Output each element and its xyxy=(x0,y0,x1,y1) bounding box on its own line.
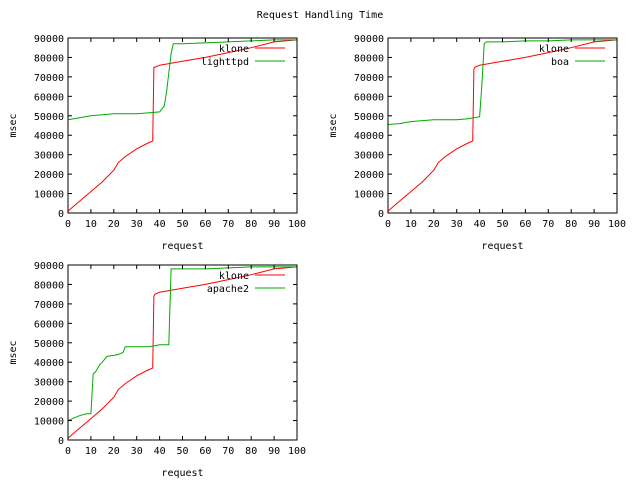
x-tick-label: 80 xyxy=(245,446,257,457)
x-tick-label: 20 xyxy=(108,446,120,457)
x-tick-label: 70 xyxy=(222,446,234,457)
x-tick-label: 0 xyxy=(65,446,71,457)
legend-label-klone: klone xyxy=(219,271,249,282)
y-tick-label: 70000 xyxy=(354,73,384,84)
y-tick-label: 50000 xyxy=(34,112,64,123)
y-tick-label: 20000 xyxy=(34,170,64,181)
y-tick-label: 60000 xyxy=(34,319,64,330)
y-axis-label: msec xyxy=(8,113,19,137)
legend-label-boa: boa xyxy=(551,57,569,68)
legend-label-klone: klone xyxy=(219,44,249,55)
x-tick-label: 30 xyxy=(131,219,143,230)
x-tick-label: 100 xyxy=(608,219,626,230)
x-tick-label: 40 xyxy=(474,219,486,230)
y-tick-label: 90000 xyxy=(34,34,64,45)
x-tick-label: 50 xyxy=(496,219,508,230)
chart-panel-3: 0 10 20 30 40 50 60 70 80 90 100 0 10000 20000 30000 40… xyxy=(8,261,306,479)
x-tick-label: 40 xyxy=(154,446,166,457)
chart-panel-1: 0 10 20 30 40 50 60 70 80 90 100 0 10000 20000 30000 40… xyxy=(8,34,306,252)
series-line-klone xyxy=(67,266,298,439)
series-line-apache2 xyxy=(67,266,297,422)
y-tick-label: 60000 xyxy=(34,92,64,103)
y-tick-label: 10000 xyxy=(34,190,64,201)
x-tick-label: 0 xyxy=(385,219,391,230)
y-tick-label: 10000 xyxy=(354,190,384,201)
y-tick-label: 10000 xyxy=(34,417,64,428)
y-tick-label: 40000 xyxy=(34,358,64,369)
x-tick-label: 70 xyxy=(222,219,234,230)
y-tick-label: 40000 xyxy=(354,131,384,142)
x-tick-label: 10 xyxy=(85,219,97,230)
y-tick-label: 80000 xyxy=(34,280,64,291)
y-tick-label: 80000 xyxy=(354,53,384,64)
series-line-klone xyxy=(387,39,618,212)
y-tick-label: 40000 xyxy=(34,131,64,142)
figure-title: Request Handling Time xyxy=(257,10,383,21)
y-tick-label: 20000 xyxy=(354,170,384,181)
x-tick-label: 20 xyxy=(428,219,440,230)
series-line-boa xyxy=(387,39,617,125)
x-axis-label: request xyxy=(161,241,203,252)
legend-label-lighttpd: lighttpd xyxy=(201,57,249,68)
y-tick-label: 50000 xyxy=(34,339,64,350)
x-tick-label: 90 xyxy=(588,219,600,230)
plot-frame xyxy=(67,37,298,214)
x-tick-label: 80 xyxy=(245,219,257,230)
x-axis-label: request xyxy=(481,241,523,252)
y-tick-label: 60000 xyxy=(354,92,384,103)
y-tick-label: 30000 xyxy=(34,151,64,162)
x-tick-label: 100 xyxy=(288,219,306,230)
y-tick-label: 30000 xyxy=(354,151,384,162)
y-tick-label: 90000 xyxy=(354,34,384,45)
x-tick-label: 100 xyxy=(288,446,306,457)
x-tick-label: 60 xyxy=(199,219,211,230)
x-tick-label: 50 xyxy=(176,446,188,457)
charts-container: 0 10 20 30 40 50 60 70 80 90 100010000200003000040… xyxy=(8,34,626,479)
plot-frame xyxy=(387,37,618,214)
x-tick-label: 40 xyxy=(154,219,166,230)
x-tick-label: 90 xyxy=(268,446,280,457)
y-tick-label: 70000 xyxy=(34,300,64,311)
series-line-klone xyxy=(67,39,298,212)
x-tick-label: 60 xyxy=(519,219,531,230)
series-line-lighttpd xyxy=(67,39,297,121)
y-tick-label: 20000 xyxy=(34,397,64,408)
x-tick-label: 70 xyxy=(542,219,554,230)
y-axis-label: msec xyxy=(8,340,19,364)
plot-frame xyxy=(67,264,298,441)
x-tick-label: 0 xyxy=(65,219,71,230)
x-tick-label: 30 xyxy=(451,219,463,230)
x-tick-label: 30 xyxy=(131,446,143,457)
x-tick-label: 60 xyxy=(199,446,211,457)
y-axis-label: msec xyxy=(328,113,339,137)
x-tick-label: 90 xyxy=(268,219,280,230)
y-tick-label: 90000 xyxy=(34,261,64,272)
y-tick-label: 0 xyxy=(378,209,384,220)
x-tick-label: 10 xyxy=(85,446,97,457)
y-tick-label: 0 xyxy=(58,209,64,220)
x-tick-label: 10 xyxy=(405,219,417,230)
legend-label-apache2: apache2 xyxy=(207,284,249,295)
legend-label-klone: klone xyxy=(539,44,569,55)
y-tick-label: 80000 xyxy=(34,53,64,64)
x-tick-label: 20 xyxy=(108,219,120,230)
y-tick-label: 0 xyxy=(58,436,64,447)
x-tick-label: 50 xyxy=(176,219,188,230)
y-tick-label: 50000 xyxy=(354,112,384,123)
y-tick-label: 30000 xyxy=(34,378,64,389)
y-tick-label: 70000 xyxy=(34,73,64,84)
chart-panel-2: 0 10 20 30 40 50 60 70 80 90 100 0 10000 20000 30000 40… xyxy=(328,34,626,252)
x-tick-label: 80 xyxy=(565,219,577,230)
x-axis-label: request xyxy=(161,468,203,479)
